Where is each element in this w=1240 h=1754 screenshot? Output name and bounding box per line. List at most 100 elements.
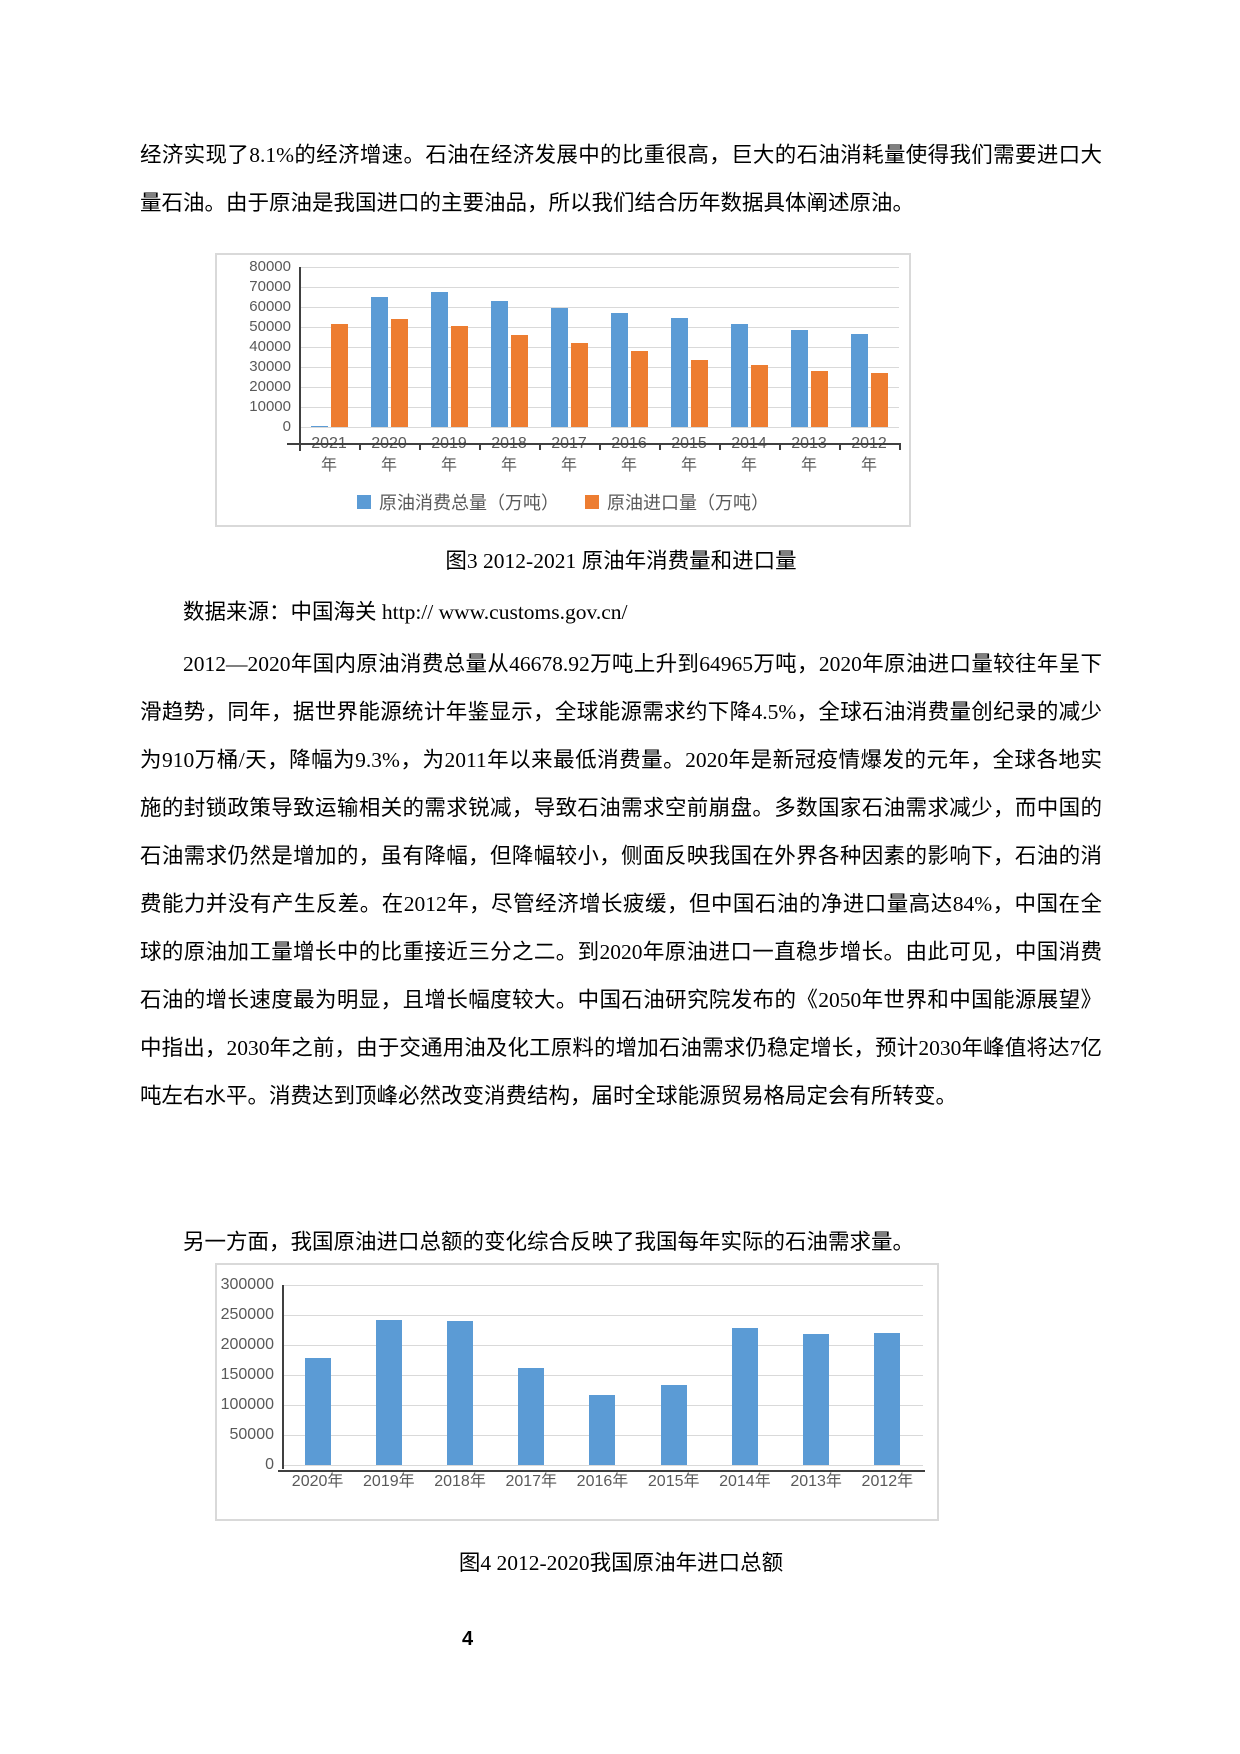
y-tick-label: 40000 xyxy=(249,338,291,355)
y-tick-label: 150000 xyxy=(220,1366,274,1383)
bar xyxy=(610,312,628,427)
bar xyxy=(850,333,868,427)
paragraph-another: 另一方面，我国原油进口总额的变化综合反映了我国每年实际的石油需求量。 xyxy=(183,1230,915,1254)
bar xyxy=(430,292,448,427)
bar xyxy=(510,334,528,427)
bar xyxy=(518,1368,545,1465)
bar-group xyxy=(299,267,359,427)
x-tick-label: 2021 年 xyxy=(311,435,347,474)
axis-tick xyxy=(779,443,781,450)
legend-label: 原油消费总量（万吨） xyxy=(379,493,559,513)
y-tick-label: 0 xyxy=(265,1456,274,1473)
bars-container xyxy=(282,1285,923,1465)
gridline xyxy=(282,1315,923,1316)
x-tick-label: 2019年 xyxy=(363,1473,415,1490)
bar-group xyxy=(659,267,719,427)
axis-tick xyxy=(419,443,421,450)
bar-group xyxy=(599,267,659,427)
bar xyxy=(450,325,468,427)
bar xyxy=(589,1395,616,1465)
bar-group xyxy=(781,1285,852,1465)
x-tick-label: 2013年 xyxy=(790,1473,842,1490)
bar-group xyxy=(479,267,539,427)
x-axis-labels: 2020年 2019年 2018年 2017年 2016年 2015年 2014年 2013年… xyxy=(282,1471,923,1493)
bar xyxy=(490,301,508,427)
bar xyxy=(304,1358,331,1465)
legend-swatch xyxy=(585,495,599,509)
x-axis-line xyxy=(287,443,901,445)
x-axis-labels: 2021 年 2020 年 2019 年 2018 年 2017 年 2016 年 2015 年 2014 年… xyxy=(299,433,899,477)
y-tick-label: 0 xyxy=(282,418,291,435)
bar-group xyxy=(353,1285,424,1465)
y-axis-line xyxy=(299,267,301,451)
bars-container xyxy=(299,267,899,427)
bar-group xyxy=(282,1285,353,1465)
data-source-line: 数据来源：中国海关 http:// www.customs.gov.cn/ xyxy=(183,600,628,624)
axis-tick xyxy=(839,443,841,450)
bar-group xyxy=(567,1285,638,1465)
x-tick-label: 2018年 xyxy=(434,1473,486,1490)
bar xyxy=(550,308,568,427)
bar xyxy=(874,1333,901,1465)
bar xyxy=(375,1319,402,1465)
y-tick-label: 200000 xyxy=(220,1336,274,1353)
y-tick-label: 70000 xyxy=(249,278,291,295)
y-tick-label: 30000 xyxy=(249,358,291,375)
figure3-bar-chart: 80000 70000 60000 50000 40000 30000 20000 10000… xyxy=(215,253,911,527)
axis-tick xyxy=(479,443,481,450)
bar xyxy=(330,324,348,427)
gridline xyxy=(299,347,899,348)
bar xyxy=(803,1333,830,1465)
gridline xyxy=(299,287,899,288)
bar xyxy=(630,350,648,427)
bar-group xyxy=(779,267,839,427)
x-tick-label: 2012年 xyxy=(861,1473,914,1490)
y-tick-label: 250000 xyxy=(220,1306,274,1323)
bar-group xyxy=(496,1285,567,1465)
bar-group xyxy=(719,267,779,427)
gridline xyxy=(299,427,899,428)
bar xyxy=(731,1328,758,1465)
y-tick-label: 80000 xyxy=(249,258,291,275)
x-tick-label: 2017年 xyxy=(505,1473,558,1490)
axis-tick xyxy=(359,443,361,450)
figure3-caption: 图3 2012-2021 原油年消费量和进口量 xyxy=(445,549,797,573)
bar-group xyxy=(852,1285,923,1465)
bar xyxy=(390,318,408,427)
y-axis-line xyxy=(282,1285,284,1469)
paragraph-main: 2012—2020年国内原油消费总量从46678.92万吨上升到64965万吨，… xyxy=(140,652,1102,1108)
bar xyxy=(660,1385,687,1465)
y-tick-label: 300000 xyxy=(220,1276,274,1293)
axis-tick xyxy=(659,443,661,450)
bar-group xyxy=(539,267,599,427)
y-tick-label: 100000 xyxy=(220,1396,274,1413)
bar xyxy=(570,343,588,427)
gridline xyxy=(299,267,899,268)
y-tick-label: 20000 xyxy=(249,378,291,395)
x-axis-line xyxy=(278,1470,925,1472)
bar-group xyxy=(359,267,419,427)
y-tick-label: 50000 xyxy=(229,1426,275,1443)
gridline xyxy=(299,407,899,408)
bar xyxy=(750,365,768,427)
x-tick-label: 2014年 xyxy=(719,1473,771,1490)
gridline xyxy=(282,1285,923,1286)
bar-group xyxy=(419,267,479,427)
gridline xyxy=(299,387,899,388)
paragraph-top: 经济实现了8.1%的经济增速。石油在经济发展中的比重很高，巨大的石油消耗量使得我… xyxy=(140,143,1102,215)
x-tick-label: 2020年 xyxy=(291,1473,344,1490)
legend-item: 原油消费总量（万吨） xyxy=(357,489,559,515)
axis-tick xyxy=(599,443,601,450)
axis-tick xyxy=(719,443,721,450)
bar-group xyxy=(709,1285,780,1465)
axis-tick xyxy=(899,443,901,450)
axis-tick xyxy=(539,443,541,450)
bar xyxy=(370,297,388,427)
